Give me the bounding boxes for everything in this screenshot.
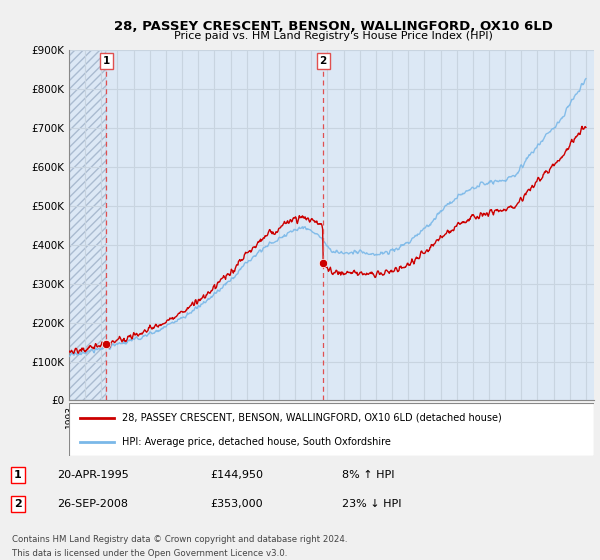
Text: £353,000: £353,000 — [210, 500, 263, 510]
Text: 26-SEP-2008: 26-SEP-2008 — [57, 500, 128, 510]
Text: HPI: Average price, detached house, South Oxfordshire: HPI: Average price, detached house, Sout… — [121, 437, 391, 447]
Text: 2: 2 — [14, 500, 22, 510]
Text: Price paid vs. HM Land Registry's House Price Index (HPI): Price paid vs. HM Land Registry's House … — [173, 31, 493, 41]
Text: 1: 1 — [14, 470, 22, 480]
Bar — [69, 50, 106, 400]
Text: 20-APR-1995: 20-APR-1995 — [57, 470, 129, 480]
Text: 2: 2 — [320, 55, 327, 66]
Text: Contains HM Land Registry data © Crown copyright and database right 2024.: Contains HM Land Registry data © Crown c… — [12, 535, 347, 544]
Text: 28, PASSEY CRESCENT, BENSON, WALLINGFORD, OX10 6LD (detached house): 28, PASSEY CRESCENT, BENSON, WALLINGFORD… — [121, 413, 501, 423]
Text: This data is licensed under the Open Government Licence v3.0.: This data is licensed under the Open Gov… — [12, 549, 287, 558]
Text: 28, PASSEY CRESCENT, BENSON, WALLINGFORD, OX10 6LD: 28, PASSEY CRESCENT, BENSON, WALLINGFORD… — [113, 20, 553, 32]
Text: 23% ↓ HPI: 23% ↓ HPI — [342, 500, 401, 510]
Text: £144,950: £144,950 — [210, 470, 263, 480]
Text: 1: 1 — [103, 55, 110, 66]
Text: 8% ↑ HPI: 8% ↑ HPI — [342, 470, 395, 480]
FancyBboxPatch shape — [69, 403, 594, 456]
